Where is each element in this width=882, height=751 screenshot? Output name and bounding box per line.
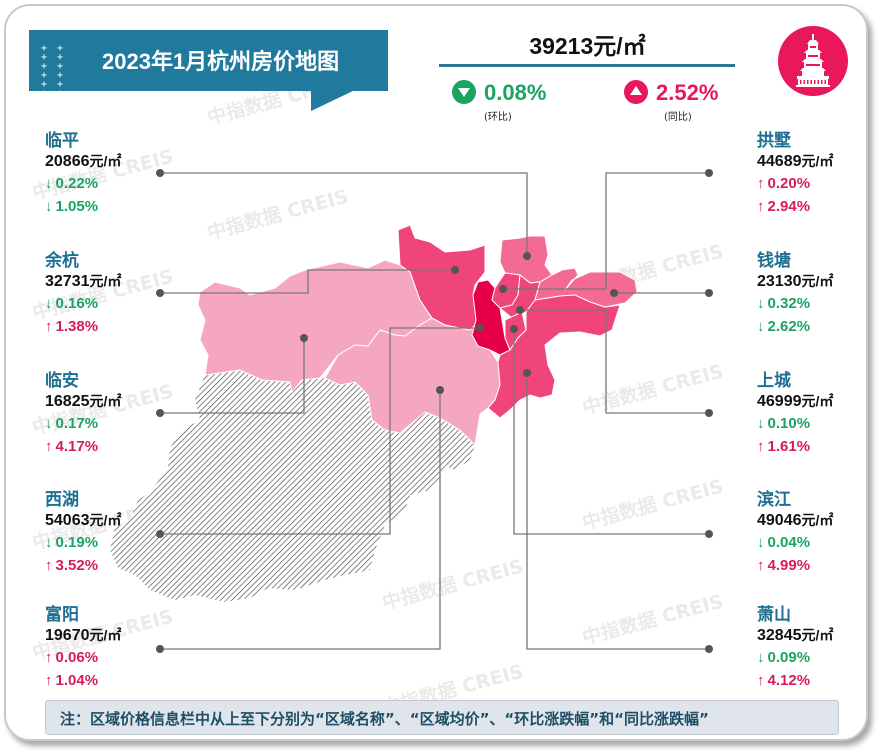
district-yoy: ↓ 2.62% <box>757 318 811 335</box>
yoy-value: 2.52% <box>656 80 719 105</box>
footnote-bar: 注：区域价格信息栏中从上至下分别为“区域名称”、“区域均价”、“环比涨跌幅”和“… <box>45 700 839 735</box>
connector-lines <box>160 172 709 650</box>
connector-dot <box>705 169 713 177</box>
connector-dot <box>156 530 164 538</box>
district-info-fuyang: 富阳 19670元/㎡ ↑ 0.06% ↑ 1.04% <box>45 605 121 692</box>
city-average-price: 39213元/㎡ <box>529 33 646 59</box>
district-name: 余杭 <box>45 251 79 270</box>
connector-dot <box>156 409 164 417</box>
district-name: 萧山 <box>757 605 791 624</box>
district-mom: ↓ 0.17% <box>45 415 99 432</box>
city-mom-change: 0.08% <box>452 80 546 106</box>
district-yoy: ↑ 4.12% <box>757 672 811 689</box>
connector-dot <box>705 409 713 417</box>
district-price: 44689元/㎡ <box>757 153 834 170</box>
district-price: 16825元/㎡ <box>45 393 122 410</box>
district-dot-binjiang <box>510 325 518 333</box>
district-dot-qiantang <box>610 289 618 297</box>
district-yoy: ↓ 1.05% <box>45 198 99 215</box>
district-info-yuhang: 余杭 32731元/㎡ ↓ 0.16% ↑ 1.38% <box>45 251 121 338</box>
connector-dot <box>705 645 713 653</box>
yoy-label: (同比) <box>664 112 692 123</box>
connector-dot <box>705 289 713 297</box>
district-price: 23130元/㎡ <box>757 273 834 290</box>
district-dot-gongshu <box>499 285 507 293</box>
district-dot-shangcheng <box>516 306 524 314</box>
map-region-yuhang <box>397 224 486 331</box>
district-dot-fuyang <box>436 386 444 394</box>
district-name: 临安 <box>45 371 79 390</box>
mom-label: (环比) <box>484 112 512 123</box>
district-name: 富阳 <box>45 605 79 624</box>
district-mom: ↓ 0.32% <box>757 295 811 312</box>
district-info-binjiang: 滨江 49046元/㎡ ↓ 0.04% ↑ 4.99% <box>757 490 833 577</box>
map-region-xiaoshan <box>487 294 621 419</box>
district-name: 钱塘 <box>757 251 791 270</box>
district-yoy: ↑ 2.94% <box>757 198 811 215</box>
district-mom: ↓ 0.09% <box>757 649 811 666</box>
pagoda-icon <box>778 26 848 96</box>
district-yoy: ↑ 1.38% <box>45 318 99 335</box>
district-price: 32731元/㎡ <box>45 273 122 290</box>
connector-dot <box>156 169 164 177</box>
district-info-xihu: 西湖 54063元/㎡ ↓ 0.19% ↑ 3.52% <box>45 490 121 577</box>
district-price: 32845元/㎡ <box>757 627 834 644</box>
district-mom: ↓ 0.04% <box>757 534 811 551</box>
district-info-linan: 临安 16825元/㎡ ↓ 0.17% ↑ 4.17% <box>45 371 121 458</box>
district-info-gongshu: 拱墅 44689元/㎡ ↑ 0.20% ↑ 2.94% <box>757 131 833 218</box>
district-price: 49046元/㎡ <box>757 512 834 529</box>
district-info-qiantang: 钱塘 23130元/㎡ ↓ 0.32% ↓ 2.62% <box>757 251 833 338</box>
district-mom: ↓ 0.19% <box>45 534 99 551</box>
district-info-linping: 临平 20866元/㎡ ↓ 0.22% ↓ 1.05% <box>45 131 121 218</box>
district-yoy: ↑ 4.17% <box>45 438 99 455</box>
connector-dot <box>156 645 164 653</box>
district-yoy: ↑ 1.04% <box>45 672 99 689</box>
map-region-chunan <box>110 370 475 602</box>
district-mom: ↓ 0.16% <box>45 295 99 312</box>
connector-dot <box>156 289 164 297</box>
district-name: 上城 <box>757 371 791 390</box>
district-info-xiaoshan: 萧山 32845元/㎡ ↓ 0.09% ↑ 4.12% <box>757 605 833 692</box>
district-mom: ↓ 0.10% <box>757 415 811 432</box>
district-dot-xiaoshan <box>523 369 531 377</box>
district-yoy: ↑ 3.52% <box>45 557 99 574</box>
district-yoy: ↑ 4.99% <box>757 557 811 574</box>
district-name: 西湖 <box>45 490 79 509</box>
up-triangle-icon <box>624 80 648 104</box>
district-info-shangcheng: 上城 46999元/㎡ ↓ 0.10% ↑ 1.61% <box>757 371 833 458</box>
district-price: 54063元/㎡ <box>45 512 122 529</box>
district-yoy: ↑ 1.61% <box>757 438 811 455</box>
plus-grid-icon: + + + + + + + + + + + + + + + + <box>41 43 66 117</box>
district-name: 滨江 <box>757 490 791 509</box>
connector-dot <box>705 530 713 538</box>
district-mom: ↑ 0.20% <box>757 175 811 192</box>
district-mom: ↓ 0.22% <box>45 175 99 192</box>
district-price: 19670元/㎡ <box>45 627 122 644</box>
district-dot-linan <box>300 334 308 342</box>
district-price: 46999元/㎡ <box>757 393 834 410</box>
district-dot-xihu <box>476 324 484 332</box>
district-mom: ↑ 0.06% <box>45 649 99 666</box>
district-name: 临平 <box>45 131 79 150</box>
district-dot-yuhang <box>451 266 459 274</box>
footnote-text: 注：区域价格信息栏中从上至下分别为“区域名称”、“区域均价”、“环比涨跌幅”和“… <box>60 710 709 728</box>
district-dot-linping <box>523 252 531 260</box>
page-title: 2023年1月杭州房价地图 <box>102 49 340 74</box>
district-price: 20866元/㎡ <box>45 153 122 170</box>
city-yoy-change: 2.52% <box>624 80 718 106</box>
district-name: 拱墅 <box>757 131 791 150</box>
mom-value: 0.08% <box>484 80 547 105</box>
divider <box>439 64 735 67</box>
down-triangle-icon <box>452 80 476 104</box>
title-banner <box>29 30 388 91</box>
